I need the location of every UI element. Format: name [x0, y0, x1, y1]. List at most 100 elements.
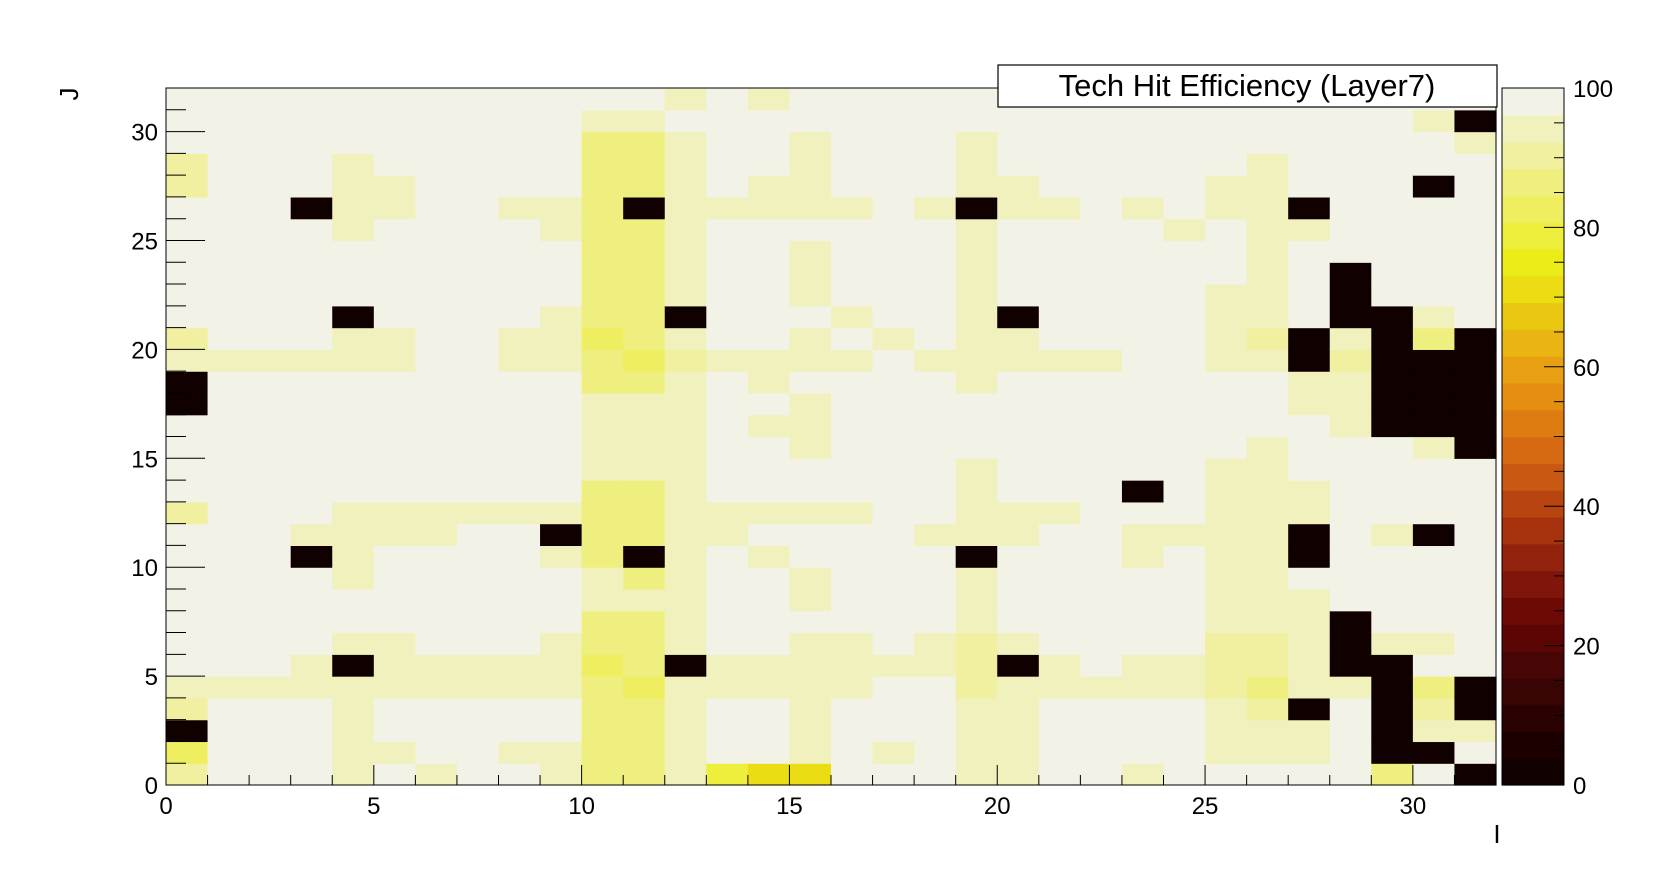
heatmap-cell: [166, 545, 209, 568]
heatmap-cell: [1038, 741, 1081, 764]
heatmap-cell: [540, 545, 583, 568]
heatmap-cell: [207, 588, 250, 612]
heatmap-cell: [789, 545, 832, 568]
heatmap-cell: [1412, 458, 1456, 481]
heatmap-cell: [914, 436, 957, 459]
heatmap-cell: [1038, 501, 1081, 525]
heatmap-cell: [249, 697, 292, 721]
heatmap-cell: [1121, 610, 1165, 634]
heatmap-cell: [332, 676, 375, 699]
heatmap-cell: [872, 88, 915, 111]
heatmap-cell: [1080, 392, 1123, 416]
heatmap-cell: [1038, 392, 1081, 416]
heatmap-cell: [831, 196, 874, 220]
heatmap-cell: [872, 196, 915, 220]
heatmap-cell: [914, 284, 957, 307]
heatmap-cell: [373, 218, 416, 242]
heatmap-cell: [1412, 763, 1456, 786]
heatmap-cell: [1205, 610, 1248, 634]
heatmap-cell: [415, 480, 458, 503]
heatmap-cell: [1329, 741, 1372, 764]
y-tick-label: 25: [131, 228, 158, 255]
heatmap-cell: [290, 153, 333, 176]
heatmap-cell: [1080, 196, 1123, 220]
heatmap-cell: [1454, 523, 1497, 547]
heatmap-cell: [623, 545, 666, 568]
heatmap-cell: [1080, 676, 1123, 699]
heatmap-cell: [1246, 567, 1289, 590]
heatmap-cell: [1038, 458, 1081, 481]
heatmap-cell: [872, 262, 915, 285]
heatmap-cell: [290, 719, 333, 743]
heatmap-cell: [1412, 719, 1456, 743]
heatmap-cell: [831, 480, 874, 503]
heatmap-cell: [1288, 305, 1331, 329]
heatmap-cell: [332, 654, 375, 677]
x-tick-label: 20: [984, 793, 1011, 820]
heatmap-cell: [955, 523, 998, 547]
heatmap-cell: [872, 501, 915, 525]
heatmap-cell: [872, 414, 915, 438]
heatmap-cell: [1163, 654, 1206, 677]
heatmap-cell: [581, 175, 624, 198]
heatmap-cell: [415, 371, 458, 394]
heatmap-cell: [1121, 763, 1165, 786]
heatmap-cell: [997, 349, 1040, 372]
heatmap-cell: [581, 240, 624, 263]
heatmap-cell: [498, 131, 541, 154]
heatmap-cell: [831, 109, 874, 133]
y-tick-label: 0: [145, 773, 158, 800]
heatmap-cell: [581, 567, 624, 590]
heatmap-cell: [789, 153, 832, 176]
heatmap-cell: [249, 414, 292, 438]
heatmap-cell: [290, 545, 333, 568]
heatmap-cell: [1163, 109, 1206, 133]
heatmap-cell: [1080, 262, 1123, 285]
heatmap-cell: [290, 240, 333, 263]
heatmap-cell: [706, 131, 749, 154]
heatmap-cell: [664, 371, 707, 394]
palette-swatch: [1502, 141, 1564, 170]
heatmap-cell: [581, 763, 624, 786]
heatmap-cell: [914, 741, 957, 764]
heatmap-cell: [831, 523, 874, 547]
heatmap-cell: [1329, 153, 1372, 176]
heatmap-cell: [1454, 610, 1497, 634]
heatmap-cell: [831, 218, 874, 242]
heatmap-cell: [456, 567, 500, 590]
heatmap-cell: [1371, 305, 1414, 329]
heatmap-cell: [789, 218, 832, 242]
heatmap-cell: [1246, 327, 1289, 350]
heatmap-cell: [623, 392, 666, 416]
heatmap-cell: [747, 763, 791, 786]
heatmap-cell: [1371, 763, 1414, 786]
heatmap-cell: [1246, 676, 1289, 699]
heatmap-cell: [664, 588, 707, 612]
heatmap-cell: [332, 284, 375, 307]
heatmap-cell: [831, 305, 874, 329]
heatmap-cell: [207, 676, 250, 699]
heatmap-cell: [747, 676, 791, 699]
heatmap-cell: [1038, 567, 1081, 590]
heatmap-cell: [706, 109, 749, 133]
heatmap-cell: [1371, 436, 1414, 459]
heatmap-cell: [1454, 501, 1497, 525]
heatmap-cell: [706, 588, 749, 612]
heatmap-cell: [1412, 218, 1456, 242]
heatmap-cell: [914, 545, 957, 568]
heatmap-cell: [997, 284, 1040, 307]
heatmap-cell: [1288, 480, 1331, 503]
heatmap-cell: [456, 414, 500, 438]
heatmap-cell: [831, 284, 874, 307]
heatmap-cell: [706, 262, 749, 285]
heatmap-cell: [664, 697, 707, 721]
heatmap-cell: [623, 240, 666, 263]
heatmap-cell: [747, 741, 791, 764]
heatmap-cell: [1121, 284, 1165, 307]
heatmap-cell: [831, 240, 874, 263]
heatmap-cell: [747, 523, 791, 547]
heatmap-cell: [290, 218, 333, 242]
heatmap-cell: [1246, 131, 1289, 154]
heatmap-cell: [332, 719, 375, 743]
heatmap-cell: [498, 632, 541, 655]
